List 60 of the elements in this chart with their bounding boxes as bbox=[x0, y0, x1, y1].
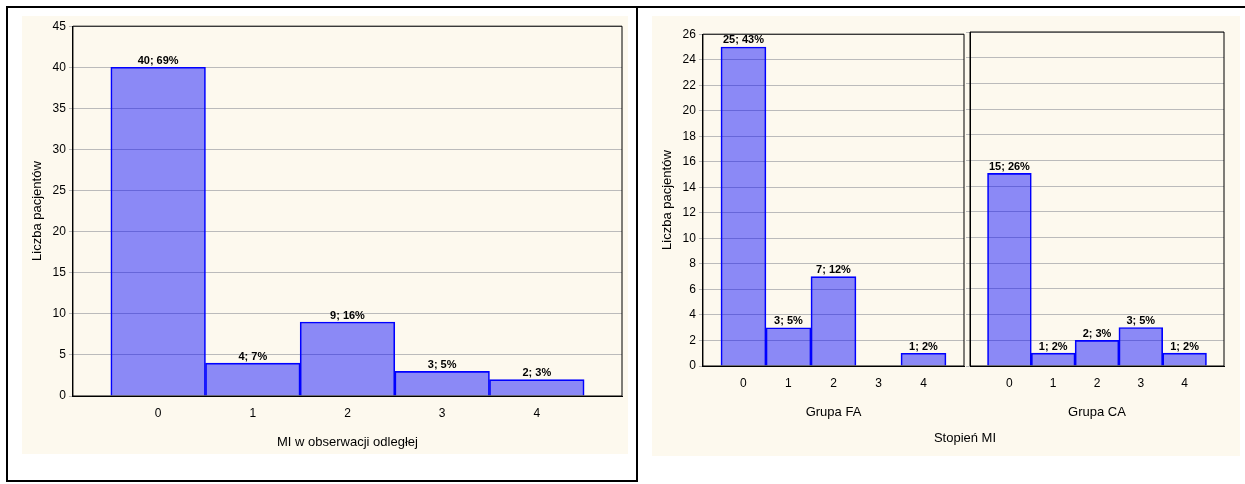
y-tick-label: 35 bbox=[52, 100, 67, 115]
y-tick-label: 16 bbox=[682, 154, 697, 169]
data-label: 3; 5% bbox=[427, 357, 457, 370]
y-tick-label: 20 bbox=[682, 103, 697, 118]
y-axis-title: Liczba pacjentów bbox=[659, 149, 675, 250]
y-tick-label: 10 bbox=[52, 306, 67, 321]
data-label: 2; 3% bbox=[1082, 326, 1112, 339]
x-tick-label: 4 bbox=[920, 375, 928, 390]
x-tick-label: 2 bbox=[344, 405, 352, 420]
y-tick-label: 45 bbox=[52, 18, 67, 33]
data-label: 1; 2% bbox=[1170, 339, 1200, 352]
x-axis-title: Grupa CA bbox=[1068, 403, 1127, 419]
x-tick-label: 0 bbox=[1006, 375, 1014, 390]
x-axis-title: MI w obserwacji odległej bbox=[277, 433, 419, 449]
y-tick-label: 12 bbox=[682, 205, 697, 220]
data-label: 25; 43% bbox=[722, 33, 765, 46]
x-tick-label: 3 bbox=[438, 405, 446, 420]
x-tick-label: 0 bbox=[154, 405, 162, 420]
x-tick-label: 1 bbox=[1049, 375, 1057, 390]
x-tick-label: 2 bbox=[1093, 375, 1101, 390]
y-axis-title: Liczba pacjentów bbox=[29, 160, 45, 261]
data-label: 1; 2% bbox=[909, 339, 939, 352]
y-tick-label: 8 bbox=[689, 256, 697, 271]
x-tick-label: 0 bbox=[740, 375, 748, 390]
y-tick-label: 10 bbox=[682, 230, 697, 245]
y-tick-label: 0 bbox=[689, 358, 697, 373]
data-label: 2; 3% bbox=[522, 366, 552, 379]
x-tick-label: 4 bbox=[533, 405, 541, 420]
x-axis-title: Grupa FA bbox=[805, 403, 862, 419]
data-label: 15; 26% bbox=[988, 159, 1031, 172]
data-label: 7; 12% bbox=[816, 263, 852, 276]
bar bbox=[900, 352, 947, 366]
y-tick-label: 4 bbox=[689, 307, 697, 322]
text: Stopień MI bbox=[932, 430, 998, 445]
x-tick-label: 4 bbox=[1181, 375, 1189, 390]
data-label: 4; 7% bbox=[238, 349, 268, 362]
y-tick-label: 5 bbox=[59, 347, 67, 362]
x-tick-label: 3 bbox=[875, 375, 883, 390]
data-label: 3; 5% bbox=[1126, 313, 1156, 326]
data-label: 9; 16% bbox=[330, 308, 366, 321]
y-tick-label: 40 bbox=[52, 59, 67, 74]
data-label: 3; 5% bbox=[774, 314, 804, 327]
y-tick-label: 14 bbox=[682, 179, 697, 194]
y-tick-label: 20 bbox=[52, 223, 67, 238]
y-tick-label: 22 bbox=[682, 77, 697, 92]
x-tick-label: 1 bbox=[249, 405, 257, 420]
y-tick-label: 6 bbox=[689, 281, 697, 296]
data-label: 40; 69% bbox=[137, 53, 179, 66]
y-tick-label: 26 bbox=[682, 26, 697, 41]
x-tick-label: 3 bbox=[1137, 375, 1145, 390]
data-label: 1; 2% bbox=[1038, 339, 1068, 352]
y-tick-label: 0 bbox=[59, 388, 67, 403]
y-tick-label: 30 bbox=[52, 141, 67, 156]
y-tick-label: 25 bbox=[52, 182, 67, 197]
x-tick-label: 1 bbox=[785, 375, 793, 390]
y-tick-label: 18 bbox=[682, 128, 697, 143]
y-tick-label: 24 bbox=[682, 52, 697, 67]
y-tick-label: 15 bbox=[52, 265, 67, 280]
x-tick-label: 2 bbox=[830, 375, 838, 390]
y-tick-label: 2 bbox=[689, 332, 697, 347]
